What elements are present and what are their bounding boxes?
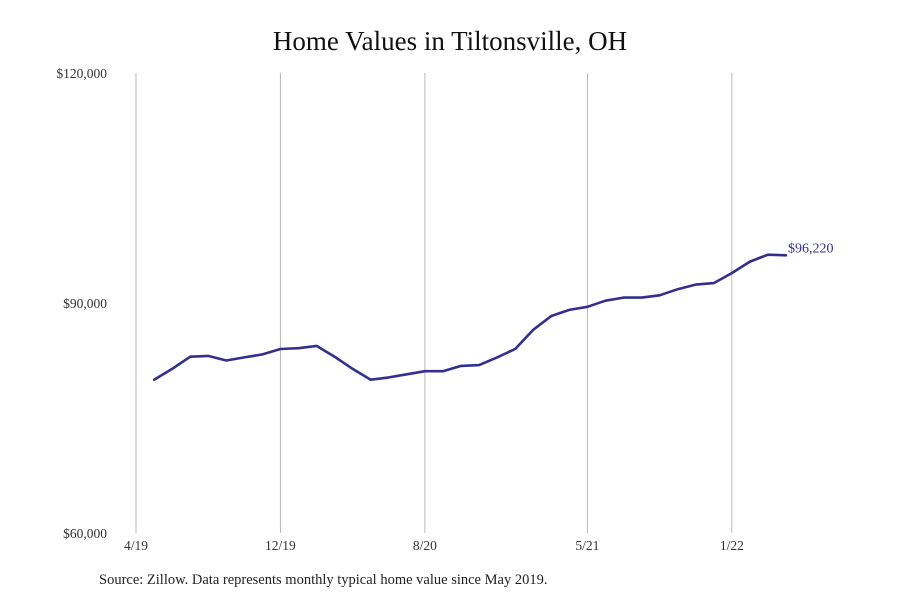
series-line [152,253,788,382]
data-point [694,283,697,286]
data-point [243,356,246,359]
data-point [568,309,571,312]
data-point [550,315,553,318]
gridlines [135,73,733,533]
data-point [658,294,661,297]
data-point [478,364,481,367]
data-point [514,348,517,351]
axis-labels: 4/19 12/19 8/20 5/21 1/22 $60,000 $90,000 $120,… [56,66,743,553]
data-point [676,288,679,291]
data-point [315,345,318,348]
data-point [207,355,210,358]
x-tick-label: 5/21 [575,538,599,553]
data-point [532,329,535,332]
data-point [713,282,716,285]
data-point [225,359,228,362]
data-point [785,254,788,257]
x-tick-label: 1/22 [720,538,744,553]
data-point [460,365,463,368]
x-tick-label: 4/19 [124,538,148,553]
data-point [424,370,427,373]
source-note: Source: Zillow. Data represents monthly … [99,572,548,588]
y-tick-label: $120,000 [56,66,107,81]
chart-title: Home Values in Tiltonsville, OH [272,26,628,56]
y-tick-label: $90,000 [63,296,107,311]
data-point [189,355,192,358]
x-tick-label: 12/19 [265,538,296,553]
data-point [640,296,643,299]
data-point [749,260,752,263]
data-point [767,253,770,256]
data-point [333,355,336,358]
x-tick-label: 8/20 [413,538,437,553]
data-point [442,370,445,373]
data-point [604,299,607,302]
y-tick-label: $60,000 [63,526,107,541]
data-point [496,356,499,359]
data-point [261,353,264,356]
data-point [586,306,589,309]
data-point [388,376,391,379]
series-layer: $96,220 [152,241,834,382]
data-point [153,378,156,381]
end-value-label: $96,220 [788,241,834,256]
data-point [369,378,372,381]
data-point [297,347,300,350]
data-point [622,296,625,299]
data-point [351,368,354,371]
data-point [731,272,734,275]
data-point [406,373,409,376]
data-point [279,348,282,351]
data-point [171,368,174,371]
